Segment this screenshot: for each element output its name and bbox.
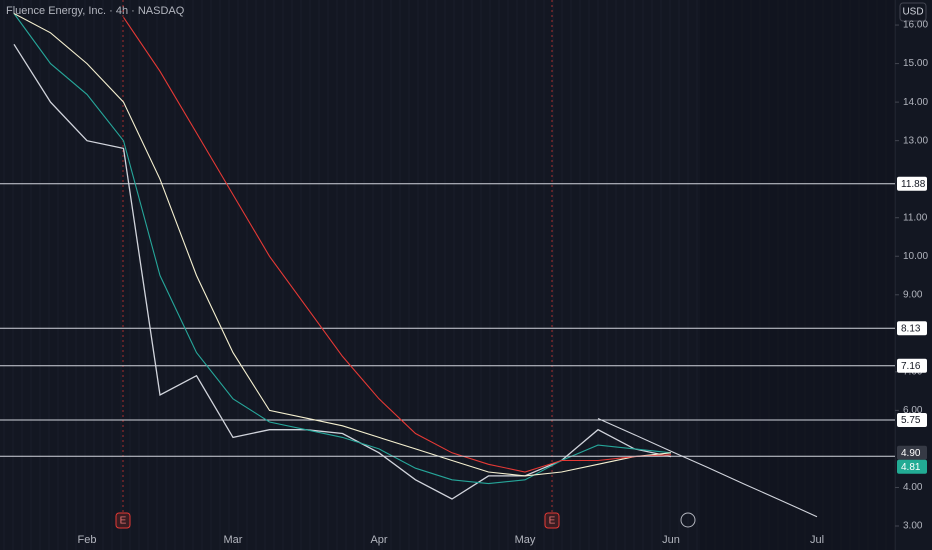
x-tick-label: Mar <box>224 534 243 546</box>
x-tick-label: Jun <box>662 534 680 546</box>
level-box <box>897 176 927 191</box>
x-tick-label: May <box>515 534 536 546</box>
y-tick-label: 15.00 <box>903 58 928 69</box>
y-tick-label: 9.00 <box>903 289 923 300</box>
y-tick-label: 13.00 <box>903 135 928 146</box>
y-tick-label: 16.00 <box>903 20 928 31</box>
level-label: 7.16 <box>901 361 921 372</box>
level-box <box>897 358 927 373</box>
y-tick-label: 6.00 <box>903 405 923 416</box>
series-line <box>597 417 818 518</box>
level-label: 5.75 <box>901 415 921 426</box>
level-box <box>897 413 927 428</box>
replay-icon <box>680 512 696 528</box>
currency[interactable]: USD <box>902 7 923 18</box>
price-label: 4.81 <box>901 462 921 473</box>
future-area <box>700 0 895 550</box>
y-tick-label: 4.00 <box>903 482 923 493</box>
chart-title: Fluence Energy, Inc. · 4h · NASDAQ <box>6 5 185 17</box>
level-label: 11.88 <box>901 179 926 190</box>
y-tick-label: 11.00 <box>903 212 928 223</box>
currency-box[interactable] <box>899 2 927 22</box>
x-tick-label: Jul <box>810 534 824 546</box>
level-label: 8.13 <box>901 323 921 334</box>
level-box <box>897 321 927 336</box>
series-line <box>13 13 672 477</box>
y-tick-label: 14.00 <box>903 97 928 108</box>
x-tick-label: Feb <box>78 534 97 546</box>
x-tick-label: Apr <box>370 534 387 546</box>
price-label: 4.90 <box>901 448 921 459</box>
event-badge <box>115 512 131 529</box>
y-tick-label: 3.00 <box>903 521 923 532</box>
event-label: E <box>549 516 556 527</box>
price-box <box>897 445 927 460</box>
y-tick-label: 10.00 <box>903 251 928 262</box>
series-line <box>123 16 672 473</box>
event-badge <box>544 512 560 529</box>
event-label: E <box>120 516 127 527</box>
price-box <box>897 459 927 474</box>
